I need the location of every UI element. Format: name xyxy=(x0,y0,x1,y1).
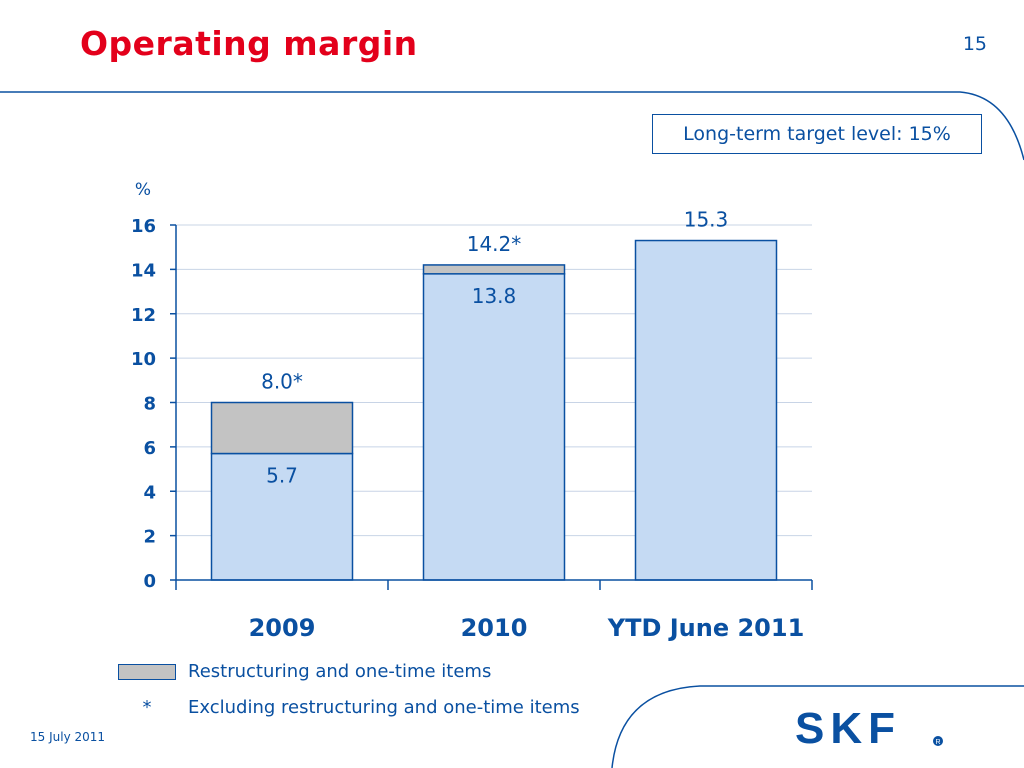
y-tick-label: 8 xyxy=(143,394,156,415)
legend-restructuring-label: Restructuring and one-time items xyxy=(188,661,492,682)
x-tick-label: YTD June 2011 xyxy=(607,614,805,642)
bar-restructuring xyxy=(210,401,354,455)
bar-margin xyxy=(422,273,566,581)
legend-swatch-restructuring xyxy=(118,663,176,680)
target-level-label: Long-term target level: 15% xyxy=(683,123,951,145)
skf-logo-text: SKF xyxy=(795,707,901,751)
footer-date: 15 July 2011 xyxy=(30,730,106,744)
footer-curve xyxy=(611,685,1024,768)
y-tick-label: 14 xyxy=(131,260,156,281)
y-tick-label: 10 xyxy=(131,349,156,370)
data-label-base: 5.7 xyxy=(266,464,298,488)
data-label-base: 13.8 xyxy=(472,284,517,308)
y-tick-label: 0 xyxy=(143,571,156,592)
legend-restructuring: Restructuring and one-time items xyxy=(118,661,491,682)
y-axis-label: % xyxy=(135,180,151,200)
slide-title: Operating margin xyxy=(80,24,418,63)
y-tick-label: 4 xyxy=(143,482,156,503)
data-label-total: 8.0* xyxy=(261,370,303,394)
y-tick-label: 6 xyxy=(143,438,156,459)
data-label-total: 14.2* xyxy=(467,232,522,256)
footnote-text: Excluding restructuring and one-time ite… xyxy=(188,697,580,718)
bar-margin xyxy=(634,239,778,581)
header-curve xyxy=(0,91,1024,161)
footnote: * Excluding restructuring and one-time i… xyxy=(118,697,580,718)
y-tick-label: 16 xyxy=(131,216,156,237)
bar-restructuring xyxy=(422,264,566,275)
x-tick-label: 2009 xyxy=(249,614,316,642)
skf-logo: SKF R xyxy=(795,707,943,751)
footnote-symbol: * xyxy=(142,697,152,718)
y-tick-label: 12 xyxy=(131,305,156,326)
x-tick-label: 2010 xyxy=(461,614,528,642)
target-level-box: Long-term target level: 15% xyxy=(652,114,982,154)
page-number: 15 xyxy=(962,33,987,55)
svg-text:R: R xyxy=(935,739,940,746)
data-label-total: 15.3 xyxy=(684,208,729,232)
y-tick-label: 2 xyxy=(143,527,156,548)
